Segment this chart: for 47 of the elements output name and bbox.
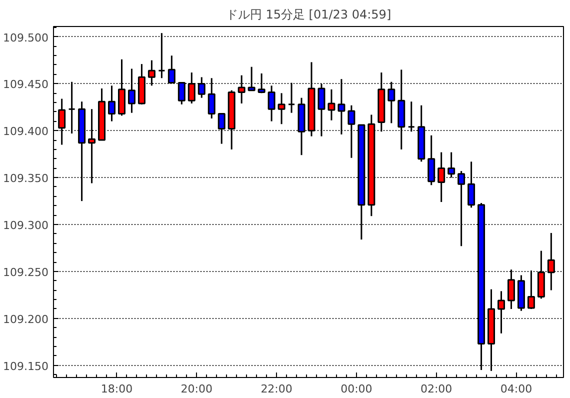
candlestick — [438, 152, 446, 203]
candlestick — [278, 92, 286, 125]
candlestick — [108, 84, 116, 122]
candlestick — [428, 134, 436, 186]
candlestick — [268, 84, 276, 122]
candlestick — [258, 72, 266, 94]
candlestick — [208, 77, 216, 120]
candlestick — [288, 82, 296, 114]
x-tick-label: 02:00 — [420, 382, 452, 396]
candlestick — [338, 78, 346, 136]
candlestick — [198, 76, 206, 99]
y-tick-label: 109.200 — [3, 312, 49, 326]
candlestick — [468, 160, 476, 208]
candlestick — [238, 74, 246, 104]
candlestick — [448, 152, 456, 178]
candlestick — [498, 290, 505, 334]
candlestick — [328, 88, 336, 122]
candlestick — [88, 108, 96, 184]
candlestick — [148, 60, 156, 86]
y-tick-label: 109.300 — [3, 219, 49, 232]
candlestick — [458, 170, 466, 247]
x-tick-label: 00:00 — [340, 382, 372, 396]
x-tick-label: 22:00 — [260, 382, 292, 396]
candlestick — [547, 232, 555, 291]
candlestick — [527, 270, 535, 310]
candlestick — [68, 81, 76, 134]
y-tick-label: 109.400 — [3, 125, 49, 138]
x-tick-label: 04:00 — [500, 382, 532, 396]
candlestick — [348, 104, 356, 159]
y-tick-label: 109.350 — [3, 172, 49, 186]
candlestick — [408, 100, 416, 132]
x-tick-label: 18:00 — [100, 382, 133, 396]
y-tick-label: 109.500 — [3, 31, 49, 44]
chart-title: ドル円 15分足 [01/23 04:59] — [226, 8, 392, 22]
candlestick — [178, 82, 186, 106]
candlestick — [388, 81, 396, 124]
y-tick-label: 109.250 — [3, 266, 49, 279]
candlestick — [318, 83, 326, 138]
y-tick-label: 109.150 — [3, 360, 49, 373]
candlestick — [168, 54, 176, 84]
candlestick — [128, 68, 136, 114]
candlestick — [248, 66, 256, 92]
candlestick — [188, 72, 196, 104]
candlestick — [507, 268, 515, 310]
x-tick-label: 20:00 — [180, 382, 212, 396]
candlestick — [218, 113, 226, 145]
y-tick-label: 109.450 — [3, 78, 49, 92]
